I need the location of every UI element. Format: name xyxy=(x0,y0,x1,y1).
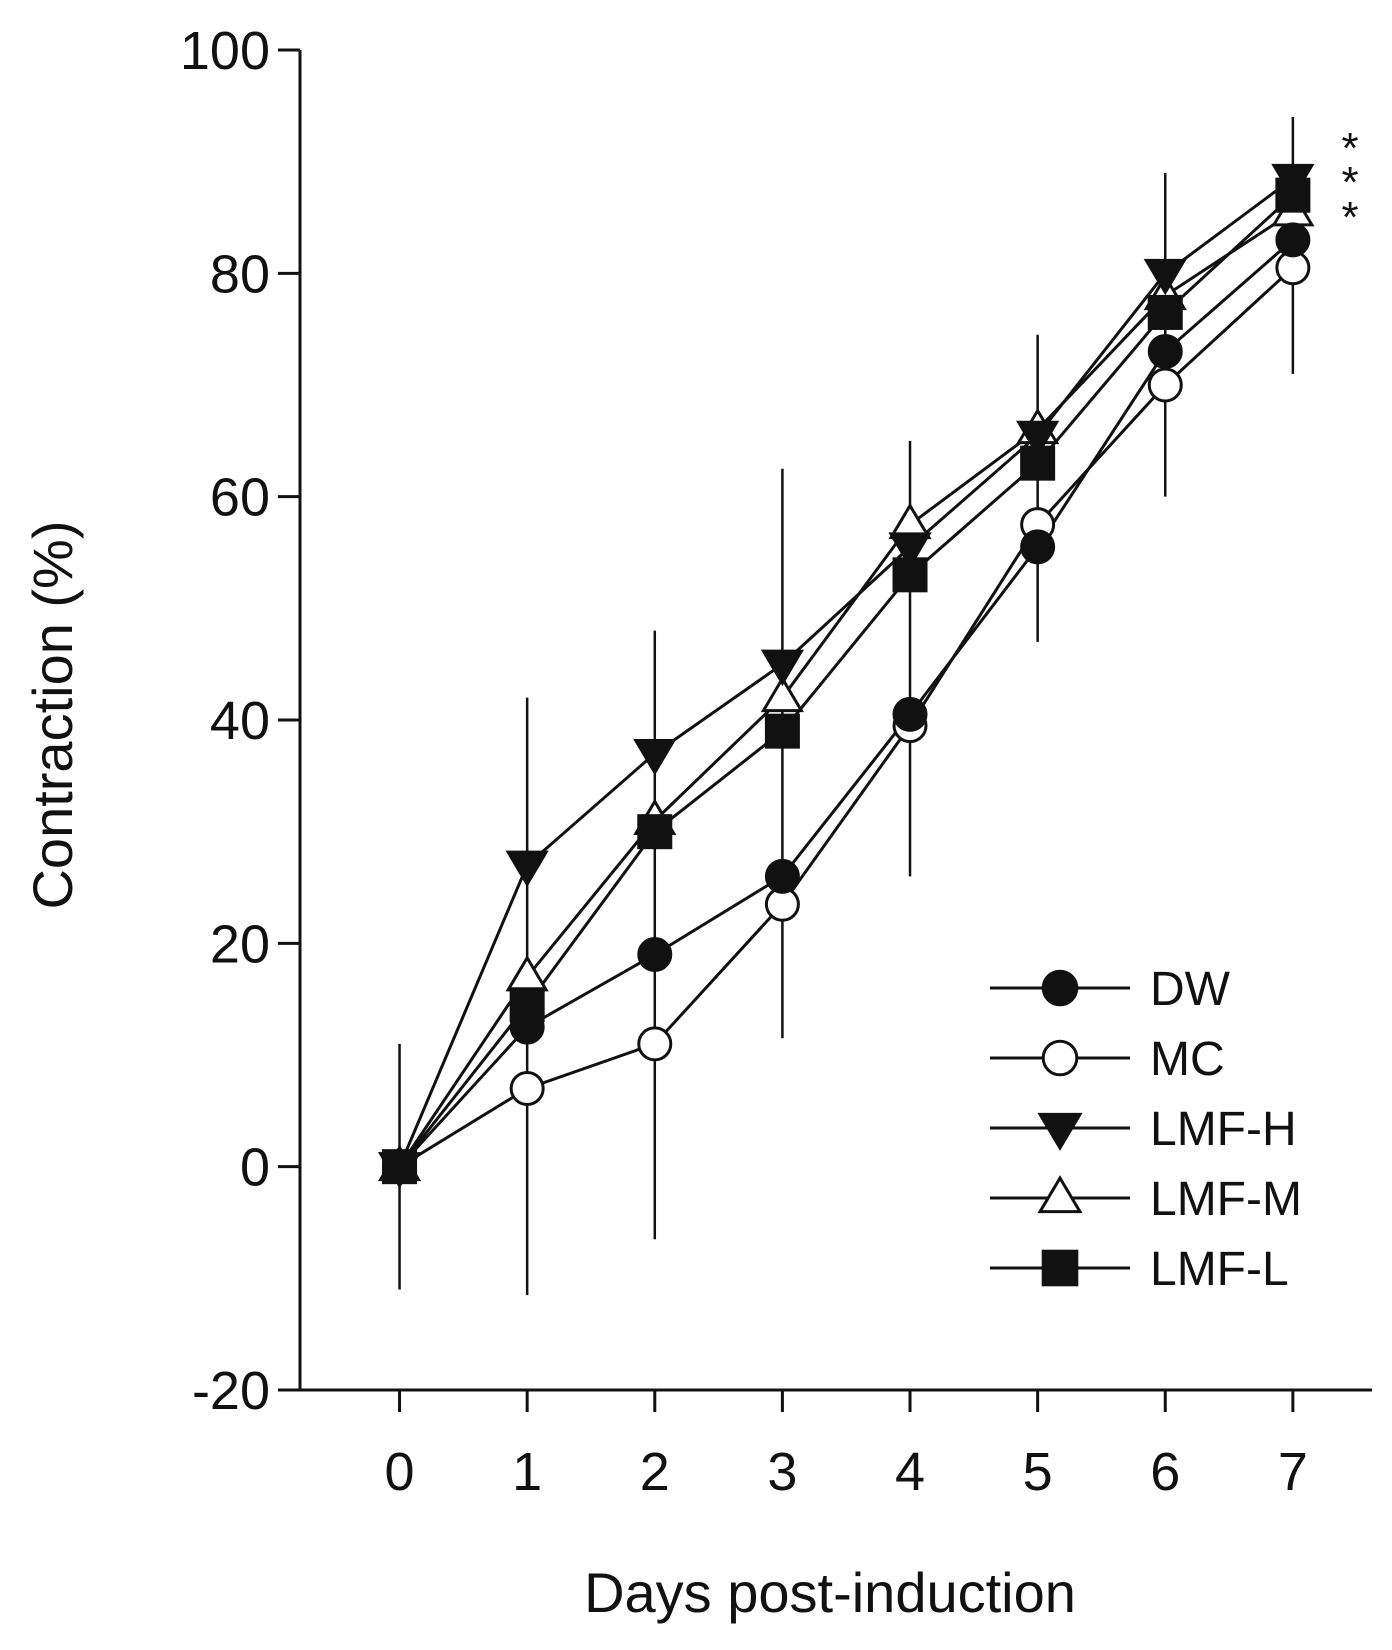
series-line-lmf-m xyxy=(398,210,1294,1168)
legend-label-lmf-h: LMF-H xyxy=(1150,1103,1297,1156)
x-tick-label: 3 xyxy=(767,1442,797,1502)
data-point-dw xyxy=(1275,222,1311,258)
x-tick-label: 0 xyxy=(385,1442,415,1502)
data-point-lmf-h xyxy=(505,850,549,888)
data-point-lmf-h xyxy=(633,739,677,776)
data-point-lmf-h xyxy=(1016,420,1060,458)
legend-marker-dw xyxy=(1041,969,1079,1007)
legend-marker-mc xyxy=(1041,1039,1079,1077)
y-tick-label: 80 xyxy=(210,244,270,304)
data-point-mc xyxy=(509,1071,545,1106)
series-line-lmf-h xyxy=(398,177,1294,1168)
legend-marker-lmf-h xyxy=(1037,1112,1083,1151)
y-tick-label: 20 xyxy=(210,914,270,974)
data-point-dw xyxy=(637,937,673,972)
data-point-lmf-l xyxy=(1147,294,1183,330)
data-point-mc xyxy=(637,1026,673,1062)
data-point-dw xyxy=(764,858,800,894)
legend-label-lmf-m: LMF-M xyxy=(1150,1173,1302,1226)
data-point-dw xyxy=(1147,334,1183,369)
x-tick-label: 2 xyxy=(640,1442,670,1502)
x-tick-label: 1 xyxy=(512,1442,542,1502)
legend-label-lmf-l: LMF-L xyxy=(1150,1243,1289,1296)
data-point-lmf-h xyxy=(760,649,805,687)
x-axis-ticks: 0 1 2 3 4 5 6 7 xyxy=(385,1390,1308,1502)
data-point-lmf-l xyxy=(637,814,673,850)
legend-marker-lmf-l xyxy=(1041,1249,1079,1287)
data-point-dw xyxy=(892,696,928,732)
data-point-lmf-l xyxy=(764,713,800,749)
data-point-lmf-l xyxy=(509,987,545,1023)
legend-label-dw: DW xyxy=(1150,963,1231,1016)
data-point-mc xyxy=(1147,367,1183,403)
significance-star: * xyxy=(1341,124,1358,173)
data-point-lmf-m xyxy=(760,675,805,713)
series-line-lmf-l xyxy=(398,194,1294,1168)
data-point-lmf-h xyxy=(1271,163,1315,201)
series-lines xyxy=(398,177,1294,1168)
legend-label-mc: MC xyxy=(1150,1033,1225,1086)
series-line-dw xyxy=(398,238,1294,1168)
legend-marker-lmf-m xyxy=(1037,1175,1083,1214)
x-tick-label: 7 xyxy=(1278,1442,1308,1502)
data-point-lmf-h xyxy=(888,532,932,569)
x-tick-label: 6 xyxy=(1150,1442,1180,1502)
y-axis-title: Contraction (%) xyxy=(21,520,84,909)
significance-star: * xyxy=(1341,158,1358,207)
y-tick-label: 0 xyxy=(240,1138,270,1198)
significance-markers: * * * xyxy=(1341,124,1358,242)
series-markers xyxy=(377,163,1315,1189)
x-axis-title: Days post-induction xyxy=(584,1561,1076,1624)
y-tick-label: 100 xyxy=(180,21,270,81)
y-axis-ticks: -20 0 20 40 60 80 100 xyxy=(180,21,300,1421)
legend: DW MC LMF-H LMF-M LMF-L xyxy=(990,963,1302,1296)
series-line-mc xyxy=(398,266,1294,1168)
x-tick-label: 4 xyxy=(895,1442,925,1502)
data-point-dw xyxy=(1020,529,1056,565)
x-tick-label: 5 xyxy=(1023,1442,1053,1502)
data-point-lmf-h xyxy=(377,1152,422,1189)
significance-star: * xyxy=(1341,193,1358,242)
y-tick-label: 40 xyxy=(210,691,270,751)
y-tick-label: 60 xyxy=(210,468,270,528)
data-point-lmf-h xyxy=(1143,258,1187,296)
y-tick-label: -20 xyxy=(192,1361,270,1421)
